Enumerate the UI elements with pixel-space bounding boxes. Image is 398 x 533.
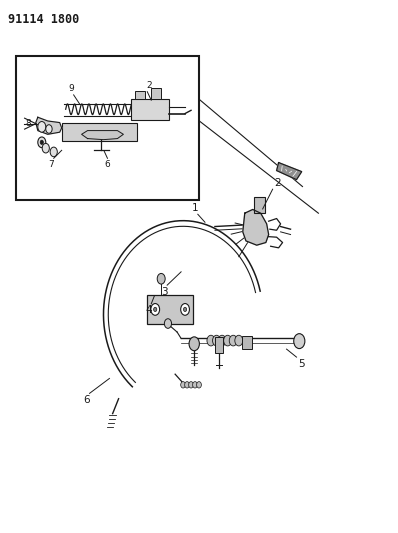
Polygon shape [36,117,62,134]
Text: 9: 9 [68,84,74,93]
Circle shape [181,382,185,388]
Text: 2: 2 [146,81,152,90]
Circle shape [50,147,57,157]
Text: 6: 6 [84,395,90,406]
Bar [151,88,161,99]
Circle shape [151,303,160,315]
Bar [215,337,223,353]
Polygon shape [243,209,269,245]
Circle shape [235,335,243,346]
Text: 3: 3 [162,287,168,297]
Bar [62,123,137,141]
Text: 4: 4 [145,305,152,316]
Circle shape [183,307,187,311]
Circle shape [229,335,237,346]
Text: 8: 8 [25,119,31,128]
Circle shape [224,335,232,346]
Circle shape [185,382,189,388]
Circle shape [38,122,46,132]
Text: 1: 1 [192,203,199,213]
Text: 6: 6 [105,160,110,169]
Circle shape [157,273,165,284]
Bar [147,295,193,324]
Bar [131,99,169,120]
Circle shape [164,319,172,328]
Circle shape [46,125,52,133]
Circle shape [218,335,226,346]
Circle shape [197,382,201,388]
Text: 91114 1800: 91114 1800 [8,13,79,26]
Circle shape [40,140,43,144]
Circle shape [294,334,305,349]
Bar [242,336,252,349]
Circle shape [213,335,220,346]
Circle shape [207,335,215,346]
Circle shape [181,303,189,315]
Bar [135,91,145,99]
Circle shape [154,307,157,311]
Polygon shape [277,163,302,180]
Text: 7: 7 [48,160,54,169]
Circle shape [189,337,199,351]
Text: 5: 5 [298,359,304,369]
Circle shape [42,143,49,153]
Polygon shape [82,131,123,140]
Circle shape [38,137,46,148]
Circle shape [189,382,193,388]
Circle shape [193,382,197,388]
Bar [16,56,199,200]
Text: 2: 2 [274,177,281,188]
Bar [254,197,265,213]
